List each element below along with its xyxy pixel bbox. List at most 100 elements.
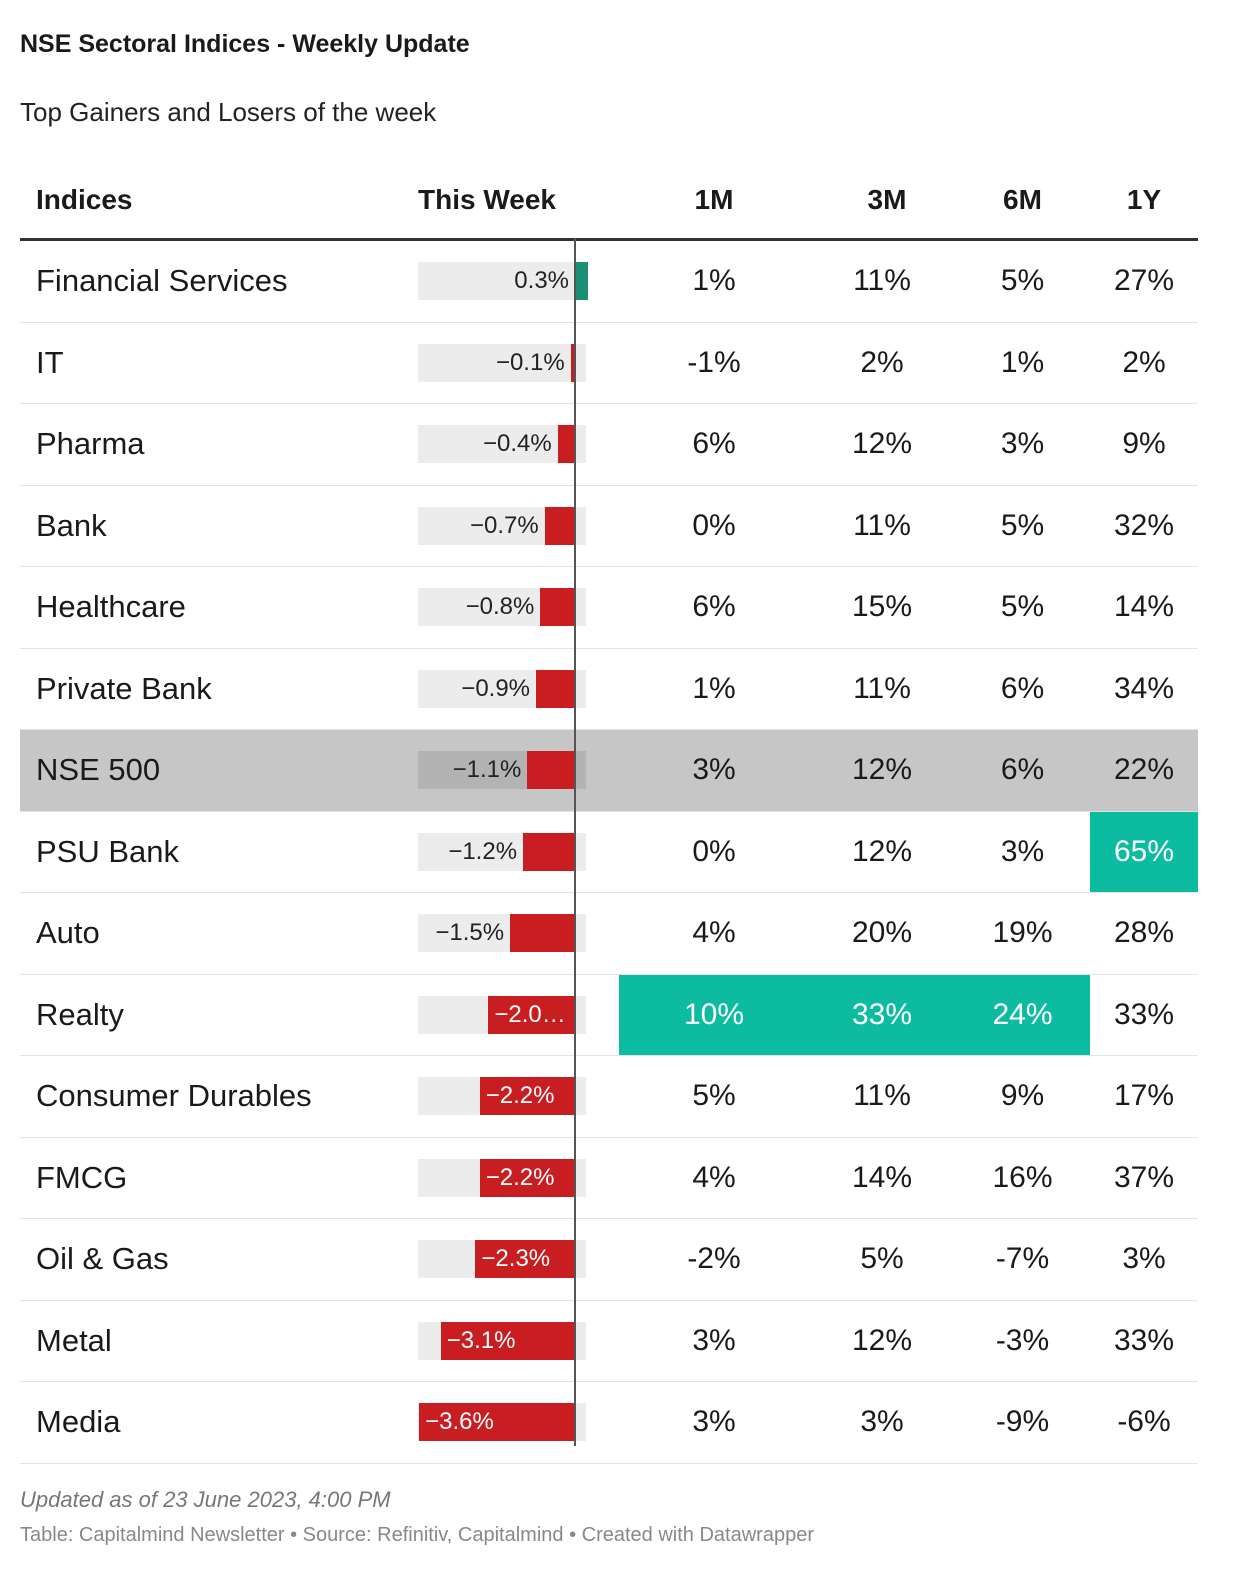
week-change-label: −1.2% bbox=[448, 837, 518, 865]
week-change-bar bbox=[557, 425, 575, 463]
value-m3: 12% bbox=[851, 834, 913, 868]
week-change-bar bbox=[475, 1240, 575, 1278]
week-change-bar bbox=[540, 588, 575, 626]
table-row: IT −0.1% -1% 2% 1% 2% bbox=[20, 323, 1198, 404]
value-m3: 11% bbox=[853, 508, 911, 542]
value-m1: 0% bbox=[692, 834, 736, 868]
week-change-bar bbox=[527, 751, 575, 789]
table-body: Financial Services 0.3% 1% 11% 5% 27% IT −0.1% -… bbox=[20, 241, 1198, 1464]
value-y1: 2% bbox=[1122, 345, 1166, 379]
sector-table: Indices This Week 1M 3M 6M 1Y Financial … bbox=[20, 162, 1198, 1464]
table-row: NSE 500 −1.1% 3% 12% 6% 22% bbox=[20, 730, 1198, 812]
header-1y: 1Y bbox=[1126, 184, 1162, 215]
value-m3: 12% bbox=[851, 753, 913, 786]
week-change-bar bbox=[419, 1403, 575, 1441]
value-m6: 6% bbox=[1000, 753, 1045, 786]
value-m1: -2% bbox=[687, 1242, 741, 1275]
value-m6: -9% bbox=[995, 1405, 1050, 1438]
value-y1: 32% bbox=[1113, 508, 1175, 542]
week-change-bar bbox=[510, 914, 575, 952]
table-row: Healthcare −0.8% 6% 15% 5% 14% bbox=[20, 567, 1198, 649]
value-m3: 15% bbox=[851, 590, 913, 623]
week-change-bar bbox=[570, 343, 575, 382]
value-y1: -6% bbox=[1117, 1405, 1171, 1438]
value-m1: 1% bbox=[692, 264, 736, 297]
value-m3: 3% bbox=[860, 1405, 904, 1438]
header-indices: Indices bbox=[36, 184, 133, 215]
value-m1: 6% bbox=[692, 590, 736, 623]
value-m6: 6% bbox=[1000, 671, 1045, 705]
header-3m: 3M bbox=[867, 184, 907, 215]
table-row: Auto −1.5% 4% 20% 19% 28% bbox=[20, 893, 1198, 975]
index-name: PSU Bank bbox=[36, 833, 180, 869]
index-name: Private Bank bbox=[36, 670, 212, 706]
week-change-label: −0.9% bbox=[461, 674, 531, 702]
table-row: Private Bank −0.9% 1% 11% 6% 34% bbox=[20, 649, 1198, 730]
table-row: Bank −0.7% 0% 11% 5% 32% bbox=[20, 486, 1198, 567]
table-row: Metal −3.1% 3% 12% -3% 33% bbox=[20, 1301, 1198, 1382]
value-m3: 33% bbox=[809, 974, 955, 1055]
week-change-bar bbox=[479, 1158, 575, 1197]
header-this-week: This Week bbox=[418, 184, 556, 215]
week-change-bar bbox=[536, 669, 575, 708]
week-change-bar bbox=[544, 506, 575, 545]
week-change-bar bbox=[575, 262, 588, 300]
value-y1: 17% bbox=[1113, 1079, 1175, 1112]
value-y1: 65% bbox=[1090, 811, 1198, 892]
value-m6: 3% bbox=[1000, 834, 1045, 868]
value-m6: 19% bbox=[992, 916, 1053, 949]
week-change-bar bbox=[440, 1321, 575, 1360]
week-change-label: −2.3% bbox=[481, 1245, 551, 1272]
table-row: PSU Bank −1.2% 0% 12% 3% 65% bbox=[20, 811, 1198, 893]
week-change-bar bbox=[479, 1077, 575, 1115]
week-change-label: −2.2% bbox=[485, 1163, 555, 1191]
value-y1: 9% bbox=[1122, 427, 1166, 460]
index-name: Realty bbox=[36, 996, 124, 1032]
value-m6: 24% bbox=[955, 974, 1090, 1055]
index-name: Oil & Gas bbox=[36, 1241, 169, 1276]
week-change-label: −3.1% bbox=[446, 1326, 516, 1354]
week-change-label: −2.0… bbox=[494, 1000, 566, 1028]
index-name: Auto bbox=[36, 915, 100, 950]
value-y1: 33% bbox=[1113, 997, 1175, 1031]
bar-track bbox=[418, 343, 586, 382]
value-m3: 14% bbox=[851, 1160, 913, 1194]
index-name: Consumer Durables bbox=[36, 1078, 312, 1113]
value-m1: 4% bbox=[692, 916, 736, 949]
value-m3: 11% bbox=[853, 671, 911, 705]
value-y1: 28% bbox=[1113, 916, 1175, 949]
value-y1: 33% bbox=[1113, 1323, 1175, 1357]
bar-track bbox=[418, 262, 586, 300]
value-m6: 9% bbox=[1000, 1079, 1045, 1112]
table-row: FMCG −2.2% 4% 14% 16% 37% bbox=[20, 1138, 1198, 1219]
value-m6: 1% bbox=[1000, 345, 1045, 379]
table-row: Pharma −0.4% 6% 12% 3% 9% bbox=[20, 404, 1198, 486]
table-header: Indices This Week 1M 3M 6M 1Y bbox=[20, 162, 1198, 241]
value-m1: 3% bbox=[692, 1405, 736, 1438]
value-y1: 14% bbox=[1113, 590, 1175, 623]
value-m3: 12% bbox=[851, 427, 913, 460]
index-name: Metal bbox=[36, 1322, 112, 1358]
week-change-label: −0.4% bbox=[482, 430, 552, 457]
chart-subtitle: Top Gainers and Losers of the week bbox=[20, 97, 437, 127]
header-6m: 6M bbox=[1003, 184, 1042, 215]
value-m6: 5% bbox=[1000, 264, 1045, 297]
value-y1: 27% bbox=[1113, 264, 1175, 297]
value-y1: 22% bbox=[1113, 753, 1175, 786]
index-name: Pharma bbox=[36, 426, 145, 461]
value-m1: 6% bbox=[692, 427, 736, 460]
value-y1: 3% bbox=[1122, 1242, 1166, 1275]
value-m3: 11% bbox=[853, 264, 911, 297]
value-m6: 5% bbox=[1000, 590, 1045, 623]
value-m1: 5% bbox=[692, 1079, 736, 1112]
week-change-label: −0.8% bbox=[465, 593, 535, 620]
index-name: IT bbox=[36, 344, 64, 380]
week-change-bar bbox=[488, 995, 575, 1034]
value-m3: 12% bbox=[851, 1323, 913, 1357]
index-name: FMCG bbox=[36, 1159, 128, 1195]
source-note: Table: Capitalmind Newsletter • Source: … bbox=[20, 1524, 814, 1546]
value-m6: 16% bbox=[992, 1160, 1053, 1194]
week-change-label: −3.6% bbox=[425, 1408, 494, 1435]
value-m6: -3% bbox=[995, 1323, 1050, 1357]
index-name: Media bbox=[36, 1404, 121, 1439]
